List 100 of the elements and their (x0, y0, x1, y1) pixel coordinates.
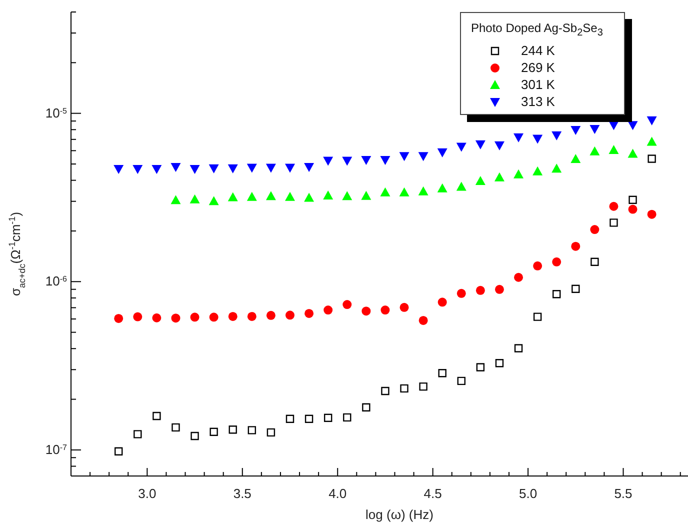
point (323, 190, 334, 200)
point (399, 152, 410, 162)
point (628, 121, 638, 130)
y-tick-label: 10$^{-7}$ (45, 442, 68, 457)
point (266, 191, 276, 200)
point (609, 202, 618, 211)
point (170, 195, 181, 204)
point (190, 312, 200, 322)
point (495, 359, 504, 368)
point (571, 242, 580, 251)
point (247, 312, 256, 321)
point (228, 312, 238, 321)
point (380, 156, 390, 166)
x-axis-title: log (ω) (Hz) (366, 507, 434, 522)
point (438, 369, 446, 378)
point (572, 284, 580, 293)
point (552, 290, 561, 298)
point (570, 154, 581, 164)
point (170, 162, 181, 172)
point (323, 156, 334, 166)
point (456, 182, 466, 191)
point (475, 140, 486, 150)
point (152, 412, 161, 420)
point (456, 142, 466, 152)
point (647, 210, 656, 219)
point (286, 414, 294, 423)
point (570, 126, 581, 136)
point (400, 302, 409, 312)
point (628, 204, 638, 214)
point (208, 196, 219, 206)
y-tick-label: 10$^{-6}$ (45, 274, 68, 289)
point (152, 313, 162, 322)
point (284, 164, 295, 173)
point (608, 145, 619, 154)
point (400, 384, 408, 393)
point (418, 316, 428, 325)
point (134, 430, 142, 438)
point (381, 386, 390, 396)
point (590, 125, 600, 134)
point (246, 192, 257, 201)
point (475, 176, 486, 186)
point (228, 426, 237, 434)
point (114, 164, 124, 174)
point (532, 134, 543, 144)
x-tick-label: 3.0 (138, 486, 156, 501)
point (208, 164, 219, 174)
point (304, 162, 314, 172)
point (552, 257, 562, 266)
point (324, 306, 333, 315)
point (494, 172, 504, 182)
legend-label: 244 K (521, 43, 555, 58)
point (304, 308, 314, 318)
point (494, 284, 504, 294)
legend-title: Photo Doped Ag-Sb$_{2}$Se$_{3}$ (471, 21, 604, 38)
point (343, 413, 352, 422)
point (152, 164, 162, 174)
point (285, 310, 294, 320)
point (646, 136, 657, 146)
point (648, 154, 656, 163)
point (438, 298, 447, 307)
point (628, 148, 638, 158)
legend-label: 269 K (521, 60, 555, 76)
point (533, 312, 542, 321)
y-tick-label: 10$^{-5}$ (45, 105, 68, 120)
point (362, 403, 370, 412)
point (361, 190, 372, 200)
x-tick-label: 4.5 (424, 486, 442, 501)
x-tick-label: 5.5 (614, 486, 632, 501)
point (132, 164, 143, 174)
point (552, 131, 562, 140)
point (342, 156, 352, 166)
point (171, 314, 180, 323)
point (133, 312, 142, 322)
point (361, 156, 372, 166)
legend-label: 313 K (521, 94, 555, 110)
point (418, 186, 428, 196)
x-tick-label: 5.0 (519, 486, 538, 501)
point (248, 426, 256, 434)
point (342, 191, 352, 200)
point (456, 288, 466, 298)
point (628, 196, 637, 204)
point (246, 164, 257, 173)
point (228, 164, 238, 174)
point (610, 218, 618, 227)
point (380, 187, 390, 196)
point (266, 310, 276, 320)
point (266, 428, 276, 437)
point (532, 166, 543, 176)
point (342, 300, 352, 310)
point (590, 258, 599, 266)
point (172, 423, 180, 432)
x-tick-label: 4.0 (328, 486, 347, 501)
point (362, 306, 371, 316)
point (494, 141, 504, 150)
point (552, 164, 562, 173)
point (476, 363, 485, 372)
point (514, 169, 524, 178)
point (419, 382, 428, 391)
point (324, 414, 332, 422)
point (646, 116, 657, 126)
